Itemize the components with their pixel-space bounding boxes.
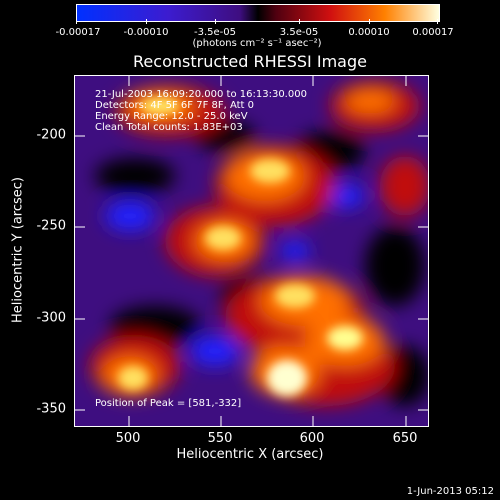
colorbar-tick-label: 0.00017 bbox=[412, 27, 454, 38]
colorbar-tick bbox=[369, 19, 370, 24]
colorbar-tick bbox=[437, 19, 438, 24]
timestamp-footer: 1-Jun-2013 05:12 bbox=[406, 486, 494, 497]
y-tick-label: -250 bbox=[36, 218, 66, 234]
colorbar-tick bbox=[299, 19, 300, 24]
info-total-counts: Clean Total counts: 1.83E+03 bbox=[95, 122, 243, 133]
colorbar-tick bbox=[146, 19, 147, 24]
y-axis-label: Heliocentric Y (arcsec) bbox=[10, 177, 26, 323]
colorbar-tick-label: 0.00010 bbox=[348, 27, 390, 38]
colorbar-tick bbox=[215, 19, 216, 24]
x-tick-label: 650 bbox=[392, 431, 418, 446]
x-tick-label: 600 bbox=[299, 431, 325, 446]
colorbar-tick-label: -3.5e-05 bbox=[194, 27, 236, 38]
colorbar-gradient bbox=[77, 5, 439, 21]
plot-title: Reconstructed RHESSI Image bbox=[133, 52, 367, 71]
colorbar-tick bbox=[76, 19, 77, 24]
info-detectors: Detectors: 4F 5F 6F 7F 8F, Att 0 bbox=[95, 100, 255, 111]
x-axis-label: Heliocentric X (arcsec) bbox=[176, 447, 324, 462]
y-tick-label: -350 bbox=[36, 401, 66, 417]
colorbar-tick-label: 3.5e-05 bbox=[279, 27, 319, 38]
y-tick-label: -300 bbox=[36, 310, 66, 326]
axis-ticks bbox=[75, 76, 428, 426]
info-energy-range: Energy Range: 12.0 - 25.0 keV bbox=[95, 111, 248, 122]
info-time-range: 21-Jul-2003 16:09:20.000 to 16:13:30.000 bbox=[95, 89, 307, 100]
x-tick-label: 500 bbox=[115, 431, 141, 446]
colorbar-tick-label: -0.00010 bbox=[123, 27, 169, 38]
colorbar-units: (photons cm⁻² s⁻¹ asec⁻²) bbox=[192, 38, 322, 49]
rhessi-image bbox=[75, 76, 428, 426]
rhessi-image-plot: 21-Jul-2003 16:09:20.000 to 16:13:30.000… bbox=[74, 75, 429, 427]
y-tick-label: -200 bbox=[36, 127, 66, 143]
colorbar-tick-label: -0.00017 bbox=[55, 27, 101, 38]
colorbar bbox=[76, 4, 440, 22]
x-tick-label: 550 bbox=[207, 431, 233, 446]
info-peak-position: Position of Peak = [581,-332] bbox=[95, 398, 242, 409]
